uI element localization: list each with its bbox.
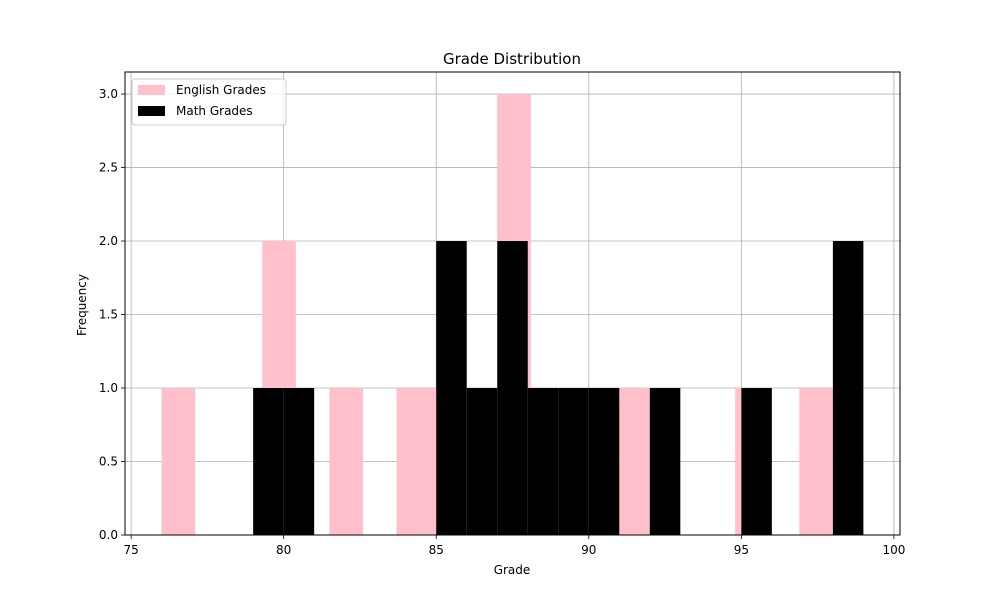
legend-label: English Grades [176,83,266,97]
english-grades-bar [619,388,650,535]
math-grades-bar [466,388,498,535]
axis-ticks: 75 80 85 90 95 100 0.0 0.5 1.0 1.5 2.0 2.5 3.0 [99,87,905,557]
y-tick-label: 1.5 [99,308,118,322]
legend-swatch [138,106,165,116]
english-grades-bar [329,388,363,535]
math-grades-bar [527,388,559,535]
y-tick-label: 2.0 [99,234,118,248]
x-tick-label: 95 [734,543,749,557]
english-grades-bar [799,388,833,535]
x-tick-label: 75 [123,543,138,557]
math-grades-bar [497,241,528,536]
math-grades-bar [436,241,467,536]
math-grades-bar [741,388,772,535]
x-tick-label: 90 [581,543,596,557]
math-grades-bar [832,241,864,536]
legend-swatch [138,85,165,95]
y-tick-label: 0.0 [99,528,118,542]
chart-title: Grade Distribution [443,50,581,68]
y-tick-label: 1.0 [99,381,118,395]
y-tick-label: 2.5 [99,161,118,175]
english-grades-bar [161,388,196,535]
x-tick-label: 100 [882,543,905,557]
legend-box [131,78,287,126]
y-axis-label: Frequency [75,274,89,336]
x-axis-label: Grade [494,563,531,577]
legend-label: Math Grades [176,104,253,118]
math-grades-bar [588,388,620,535]
math-grades-bar [253,388,284,535]
english-grades-bar [396,388,431,535]
y-tick-label: 0.5 [99,455,118,469]
x-tick-label: 85 [429,543,444,557]
math-grades-bar [649,388,681,535]
y-tick-label: 3.0 [99,87,118,101]
math-grades-bar [283,388,315,535]
x-tick-label: 80 [276,543,291,557]
histogram-bars [161,94,864,536]
math-grades-bar [558,388,589,535]
legend: English Grades Math Grades [131,78,287,126]
plot-frame [124,71,901,536]
